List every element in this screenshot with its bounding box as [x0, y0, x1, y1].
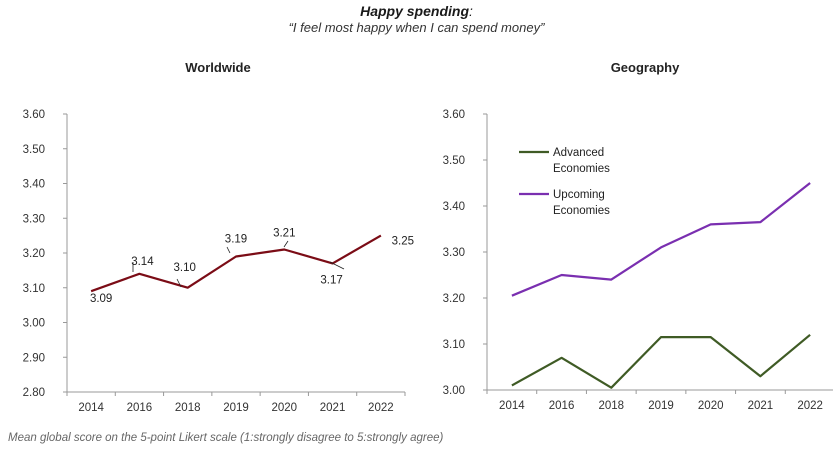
data-label: 3.19	[225, 233, 247, 245]
x-tick-label: 2016	[127, 402, 153, 414]
x-tick-label: 2021	[748, 400, 774, 412]
data-label: 3.10	[174, 262, 196, 274]
y-tick-label: 3.20	[23, 248, 45, 260]
data-label: 3.21	[273, 228, 295, 240]
x-tick-label: 2019	[648, 400, 674, 412]
data-label: 3.14	[131, 256, 154, 268]
x-tick-label: 2016	[549, 400, 575, 412]
data-label: 3.09	[90, 293, 112, 305]
legend-label: Advanced	[553, 147, 604, 159]
x-tick-label: 2018	[598, 400, 624, 412]
y-tick-label: 3.10	[443, 339, 465, 351]
x-tick-label: 2014	[78, 402, 104, 414]
y-tick-label: 3.30	[443, 247, 465, 259]
y-tick-label: 3.50	[23, 144, 45, 156]
footnote: Mean global score on the 5-point Likert …	[8, 432, 444, 444]
data-label-leader	[329, 261, 345, 270]
y-tick-label: 2.80	[23, 387, 45, 399]
y-tick-label: 3.40	[443, 201, 465, 213]
charts-canvas: Worldwide 2.80 2.90 3.00 3.10 3.20 3.30 3.40 3.5…	[23, 60, 833, 414]
x-tick-label: 2022	[797, 400, 823, 412]
x-tick-label: 2020	[698, 400, 724, 412]
data-label: 3.25	[392, 236, 414, 248]
y-tick-label: 3.00	[443, 385, 465, 397]
x-tick-label: 2014	[499, 400, 525, 412]
y-tick-label: 2.90	[23, 352, 45, 364]
y-tick-label: 3.20	[443, 293, 465, 305]
chart-title: Geography	[611, 60, 680, 75]
y-tick-label: 3.10	[23, 283, 45, 295]
data-label-leader	[226, 246, 231, 254]
data-label-leader	[283, 240, 289, 248]
data-label: 3.17	[320, 274, 342, 286]
legend-label: Upcoming	[553, 189, 605, 201]
y-tick-label: 3.60	[23, 109, 45, 121]
chart-header: Happy spending: “I feel most happy when …	[0, 3, 833, 36]
legend-label: Economies	[553, 163, 610, 175]
series-line	[511, 182, 811, 297]
y-tick-label: 3.60	[443, 109, 465, 121]
x-tick-label: 2018	[175, 402, 201, 414]
series-line	[511, 333, 811, 389]
x-tick-label: 2022	[368, 402, 394, 414]
chart-title: Worldwide	[185, 60, 250, 75]
y-tick-label: 3.50	[443, 155, 465, 167]
x-tick-label: 2019	[223, 402, 249, 414]
chart-header-title: Happy spending:	[360, 3, 473, 19]
y-tick-label: 3.40	[23, 179, 45, 191]
header-title: Happy spending	[360, 3, 469, 19]
data-label-leader	[176, 278, 182, 288]
x-tick-label: 2020	[271, 402, 297, 414]
y-tick-label: 3.30	[23, 213, 45, 225]
y-tick-label: 3.00	[23, 318, 45, 330]
header-subtitle: “I feel most happy when I can spend mone…	[288, 20, 545, 35]
legend-label: Economies	[553, 205, 610, 217]
x-tick-label: 2021	[320, 402, 346, 414]
